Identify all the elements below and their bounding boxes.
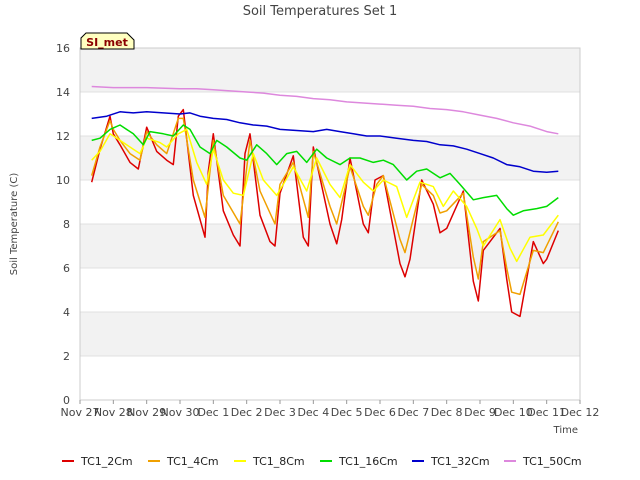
annotation-text: SI_met — [86, 36, 128, 49]
x-tick-label: Dec 9 — [464, 406, 496, 419]
legend-label: TC1_50Cm — [522, 455, 582, 468]
grid-band — [80, 356, 580, 400]
y-axis-ticks: 0 2 4 6 8 10 12 14 16 — [56, 42, 70, 407]
y-axis-label: Soil Temperature (C) — [9, 173, 20, 276]
grid-bands — [80, 47, 580, 401]
y-tick-label: 4 — [63, 306, 70, 319]
series-line-tc1-16cm — [91, 124, 559, 216]
x-tick-label: Nov 29 — [127, 406, 166, 419]
y-tick-label: 2 — [63, 350, 70, 363]
legend-label: TC1_32Cm — [430, 455, 490, 468]
grid-band — [80, 180, 580, 224]
x-tick-label: Nov 28 — [94, 406, 133, 419]
x-axis-label: Time — [553, 425, 578, 436]
chart-title: Soil Temperatures Set 1 — [243, 4, 398, 19]
x-tick-label: Dec 8 — [431, 406, 463, 419]
legend-label: TC1_2Cm — [80, 455, 133, 468]
y-tick-label: 16 — [56, 42, 70, 55]
plot-frame — [79, 47, 581, 401]
legend-label: TC1_4Cm — [166, 455, 219, 468]
legend-item: TC1_4Cm — [148, 455, 219, 468]
x-tick-label: Dec 7 — [397, 406, 429, 419]
y-tick-label: 12 — [56, 130, 70, 143]
legend-item: TC1_50Cm — [504, 455, 582, 468]
grid-band — [80, 48, 580, 92]
legend-item: TC1_2Cm — [62, 455, 133, 468]
legend-item: TC1_32Cm — [412, 455, 490, 468]
x-tick-label: Dec 4 — [297, 406, 329, 419]
series-line-tc1-50cm — [91, 85, 559, 135]
y-tick-label: 10 — [56, 174, 70, 187]
legend: TC1_2Cm TC1_4Cm TC1_8Cm TC1_16Cm TC1_32Cm TC1… — [62, 455, 582, 468]
x-tick-label: Dec 6 — [364, 406, 396, 419]
y-tick-label: 14 — [56, 86, 70, 99]
x-tick-label: Dec 12 — [561, 406, 600, 419]
y-tick-label: 0 — [63, 394, 70, 407]
legend-item: TC1_8Cm — [234, 455, 305, 468]
x-tick-label: Nov 27 — [61, 406, 100, 419]
legend-label: TC1_16Cm — [338, 455, 398, 468]
annotation-box: SI_met — [80, 32, 135, 50]
y-tick-label: 8 — [63, 218, 70, 231]
legend-label: TC1_8Cm — [252, 455, 305, 468]
legend-item: TC1_16Cm — [320, 455, 398, 468]
x-tick-label: Dec 11 — [527, 406, 566, 419]
y-tick-label: 6 — [63, 262, 70, 275]
x-tick-label: Dec 5 — [331, 406, 363, 419]
series-line-tc1-32cm — [91, 111, 559, 174]
grid-band — [80, 312, 580, 356]
grid-band — [80, 224, 580, 268]
series-line-tc1-8cm — [91, 128, 559, 263]
grid-band — [80, 268, 580, 312]
series-lines — [90, 85, 559, 318]
x-tick-label: Dec 2 — [231, 406, 263, 419]
x-tick-label: Dec 10 — [494, 406, 533, 419]
series-line-tc1-2cm — [90, 108, 559, 318]
x-tick-label: Dec 1 — [197, 406, 229, 419]
x-tick-label: Dec 3 — [264, 406, 296, 419]
series-line-tc1-4cm — [90, 117, 559, 296]
x-tick-label: Nov 30 — [161, 406, 200, 419]
